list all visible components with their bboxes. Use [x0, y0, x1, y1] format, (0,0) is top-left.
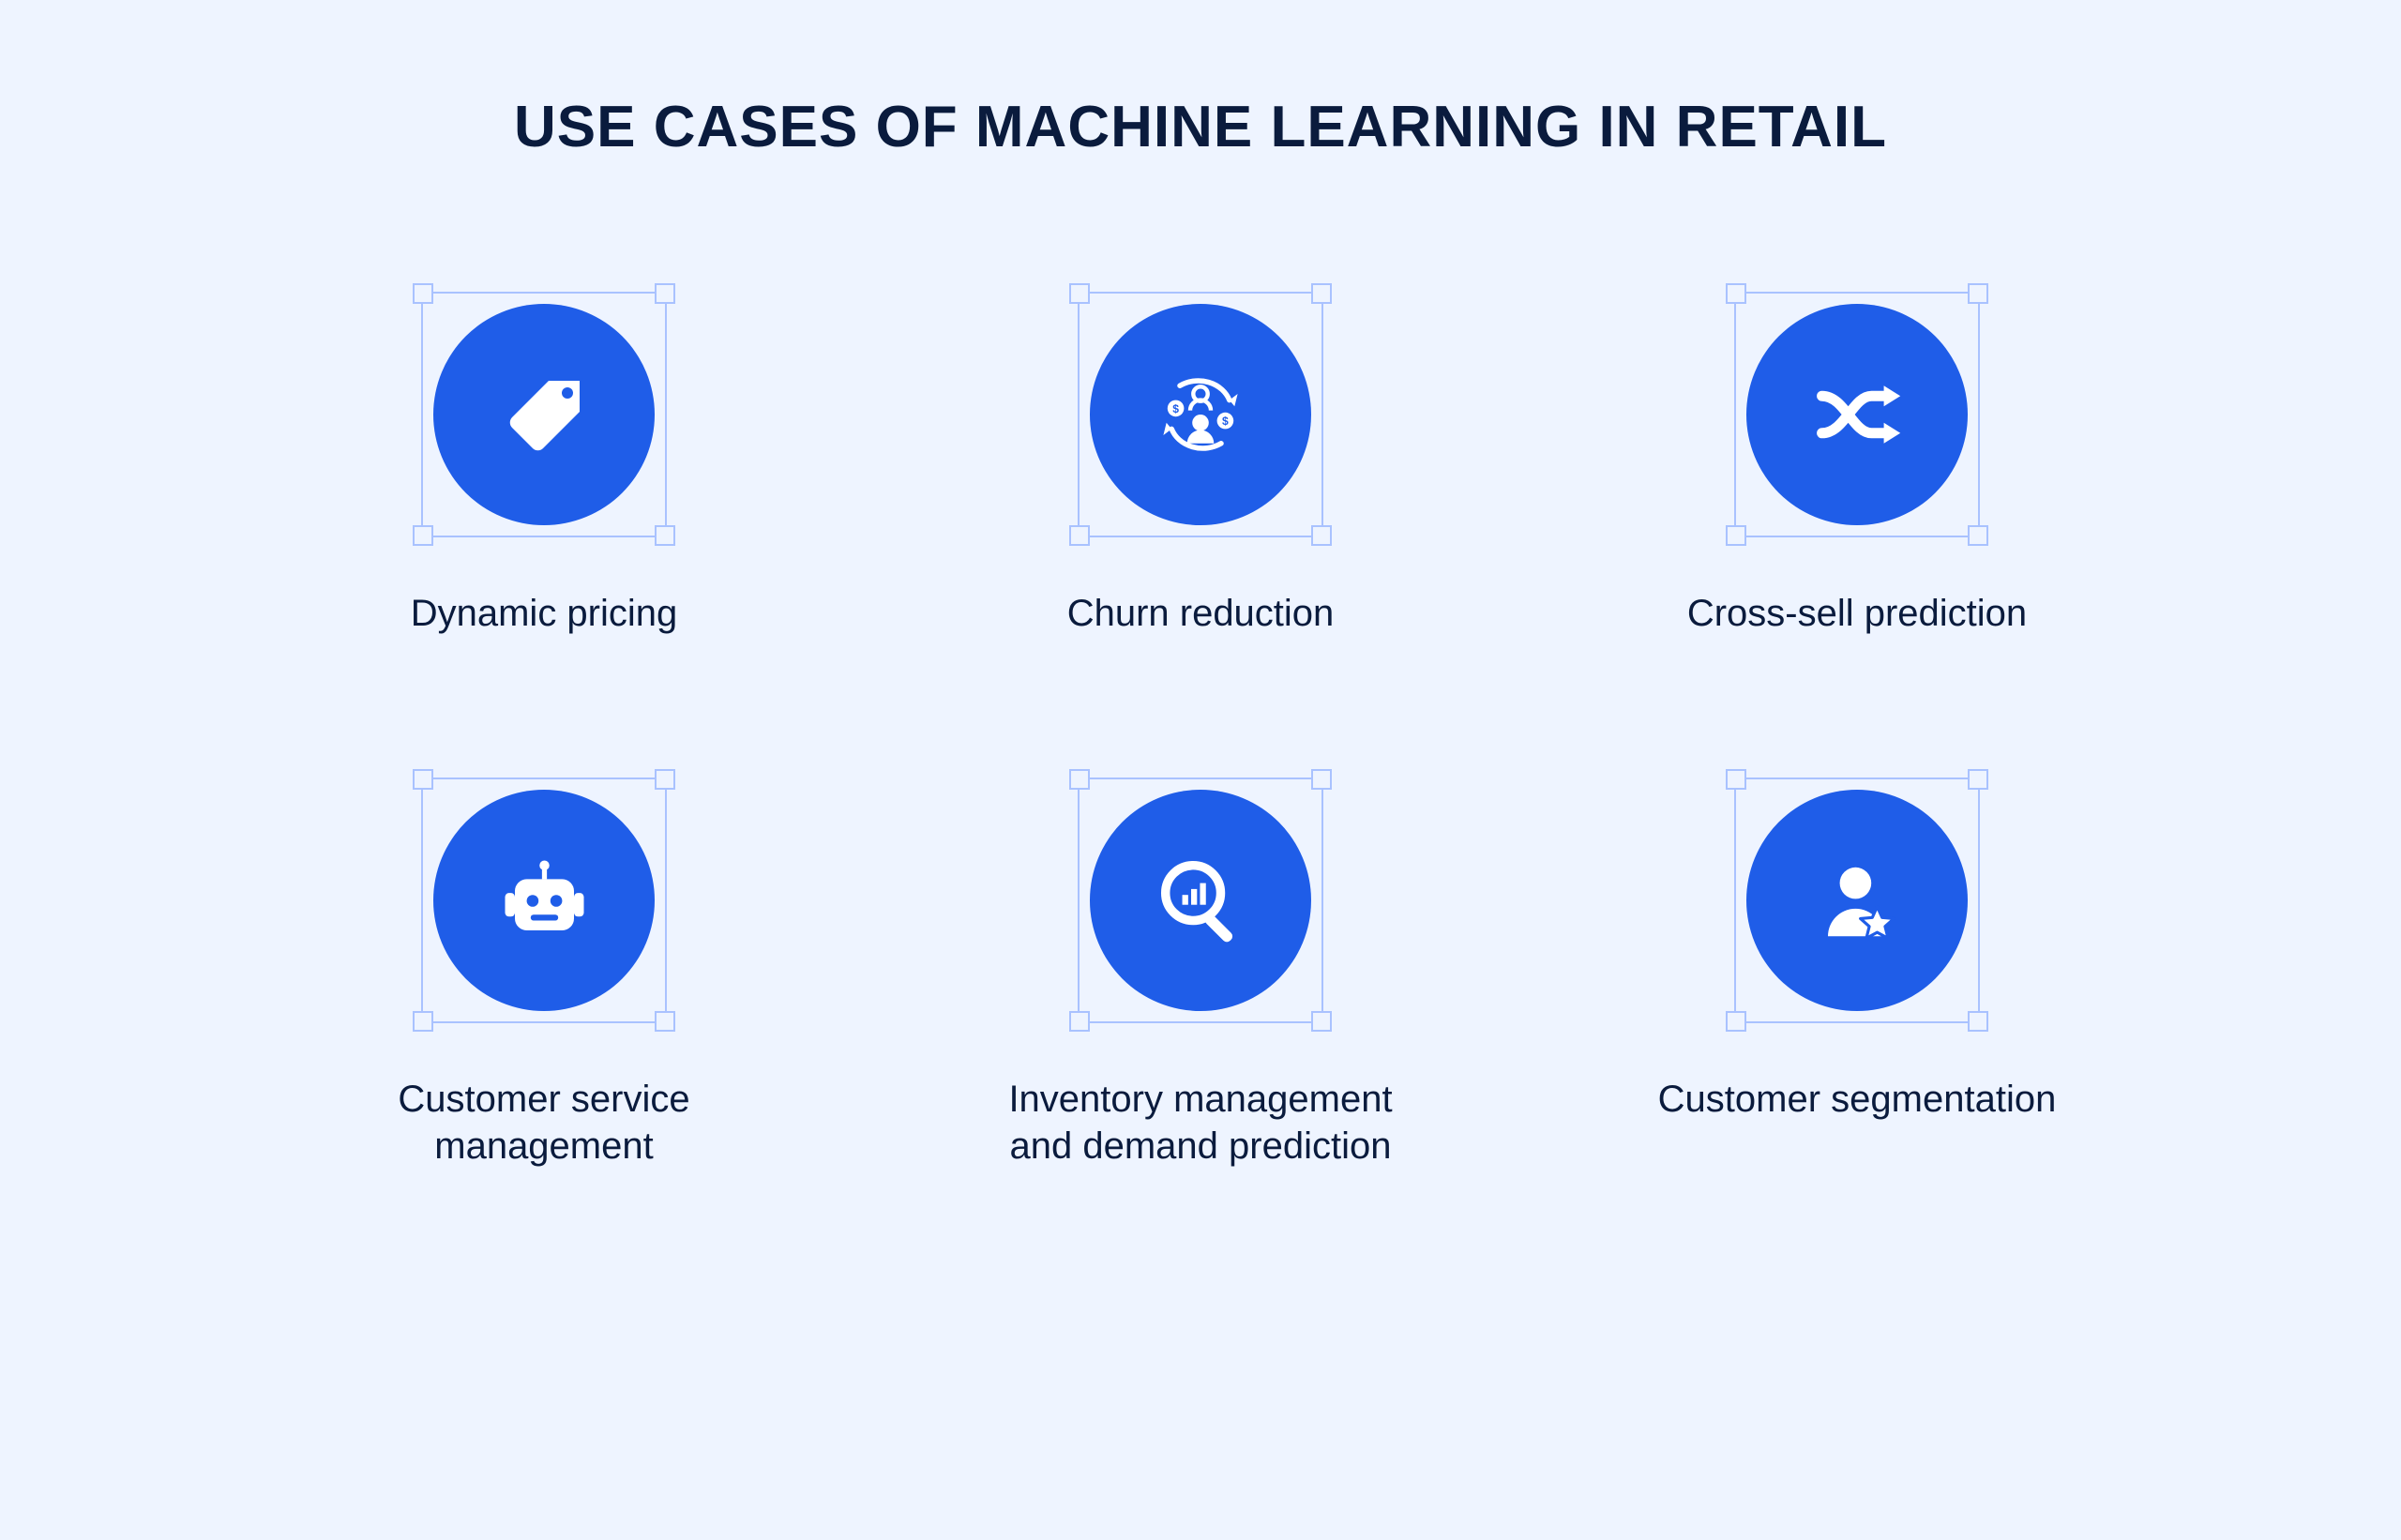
frame-handle	[1968, 525, 1988, 546]
frame-handle	[413, 769, 433, 790]
use-case-label: Cross-sell prediction	[1687, 590, 2027, 637]
frame-handle	[655, 525, 675, 546]
frame-handle	[1069, 525, 1090, 546]
icon-circle	[433, 790, 655, 1011]
frame-handle	[1311, 283, 1332, 304]
svg-text:$: $	[1172, 402, 1179, 415]
frame-handle	[1069, 1011, 1090, 1032]
frame-handle	[655, 283, 675, 304]
frame-handle	[1311, 769, 1332, 790]
selection-frame: $ $	[1078, 292, 1323, 537]
icon-circle: $ $	[1090, 304, 1311, 525]
frame-handle	[1726, 283, 1746, 304]
use-case-cell: Cross-sell prediction	[1529, 292, 2185, 637]
frame-handle	[1726, 769, 1746, 790]
icon-circle	[1746, 790, 1968, 1011]
use-case-cell: Customer service management	[216, 778, 872, 1170]
use-case-cell: Inventory management and demand predicti…	[872, 778, 1529, 1170]
selection-frame	[421, 778, 667, 1023]
use-case-grid: Dynamic pricing	[216, 292, 2185, 1170]
frame-handle	[1726, 525, 1746, 546]
infographic-page: USE CASES OF MACHINE LEARNING IN RETAIL …	[0, 0, 2401, 1540]
frame-handle	[1968, 1011, 1988, 1032]
frame-handle	[655, 769, 675, 790]
use-case-label: Churn reduction	[1067, 590, 1335, 637]
frame-handle	[1726, 1011, 1746, 1032]
robot-icon	[495, 852, 594, 950]
shuffle-icon	[1805, 363, 1909, 466]
use-case-label: Customer segmentation	[1658, 1076, 2057, 1123]
price-tag-icon	[497, 368, 591, 461]
page-title: USE CASES OF MACHINE LEARNING IN RETAIL	[514, 94, 1887, 160]
frame-handle	[1311, 525, 1332, 546]
frame-handle	[413, 283, 433, 304]
frame-handle	[413, 1011, 433, 1032]
use-case-cell: Dynamic pricing	[216, 292, 872, 637]
selection-frame	[421, 292, 667, 537]
svg-text:$: $	[1222, 415, 1229, 428]
analytics-search-icon	[1152, 852, 1250, 950]
frame-handle	[1069, 769, 1090, 790]
use-case-label: Customer service management	[328, 1076, 760, 1170]
frame-handle	[1968, 283, 1988, 304]
selection-frame	[1734, 292, 1980, 537]
frame-handle	[1311, 1011, 1332, 1032]
icon-circle	[433, 304, 655, 525]
use-case-label: Inventory management and demand predicti…	[985, 1076, 1416, 1170]
churn-cycle-icon: $ $	[1149, 363, 1252, 466]
use-case-label: Dynamic pricing	[411, 590, 678, 637]
use-case-cell: $ $ Churn reduction	[872, 292, 1529, 637]
use-case-cell: Customer segmentation	[1529, 778, 2185, 1170]
customer-star-icon	[1808, 852, 1907, 950]
frame-handle	[413, 525, 433, 546]
icon-circle	[1090, 790, 1311, 1011]
selection-frame	[1734, 778, 1980, 1023]
selection-frame	[1078, 778, 1323, 1023]
frame-handle	[1968, 769, 1988, 790]
frame-handle	[1069, 283, 1090, 304]
frame-handle	[655, 1011, 675, 1032]
icon-circle	[1746, 304, 1968, 525]
